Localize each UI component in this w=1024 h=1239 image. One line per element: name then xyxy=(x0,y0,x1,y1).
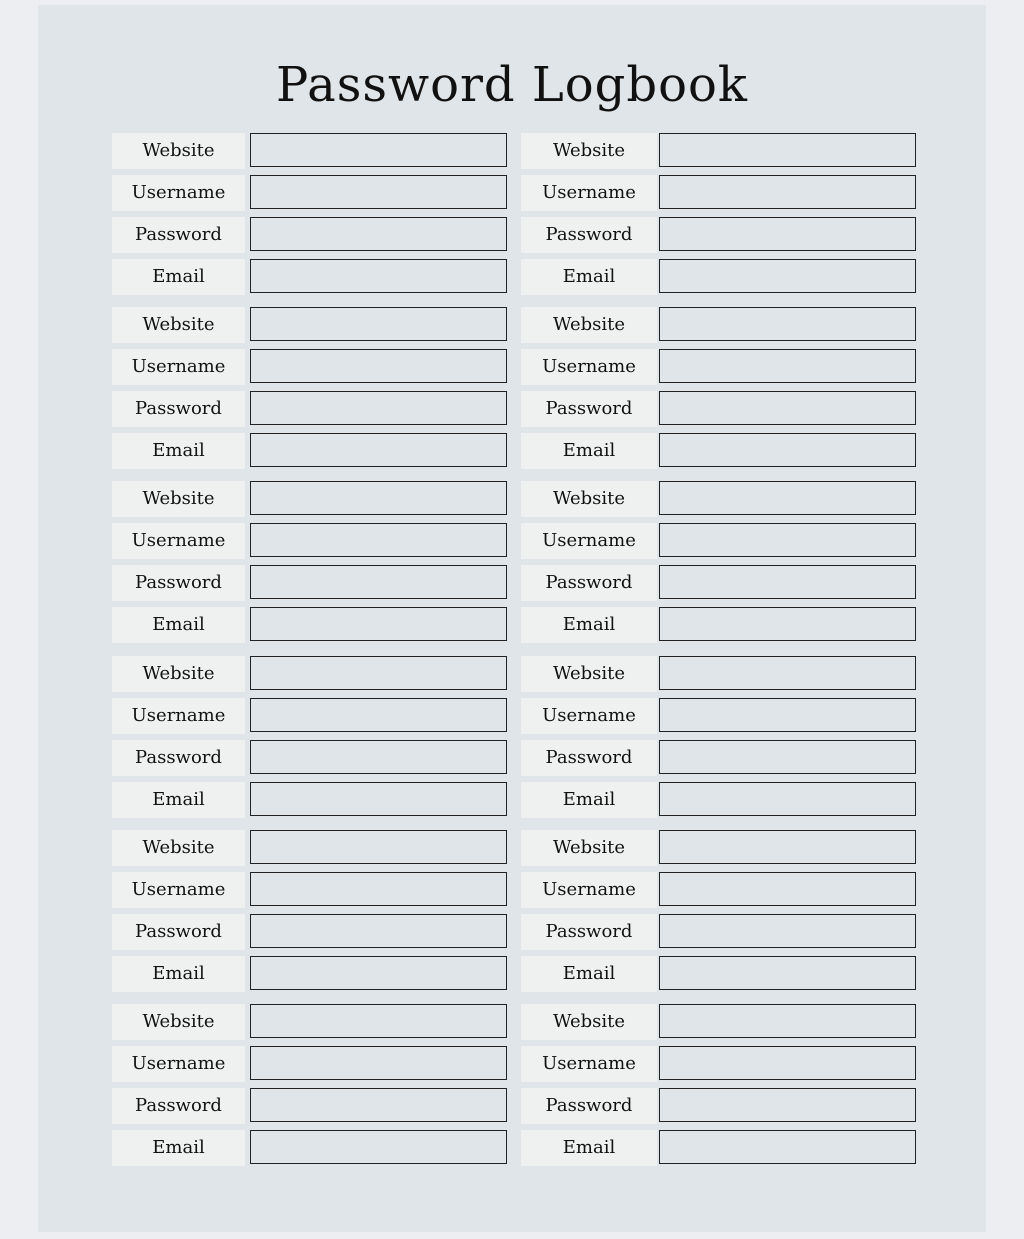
website-field[interactable] xyxy=(659,829,916,864)
password-label: Password xyxy=(521,913,657,950)
email-field[interactable] xyxy=(250,955,507,990)
password-field[interactable] xyxy=(659,913,916,948)
password-field[interactable] xyxy=(659,739,916,774)
website-label: Website xyxy=(521,829,657,866)
email-label: Email xyxy=(521,1130,657,1166)
email-field[interactable] xyxy=(659,955,916,990)
page-title: Password Logbook xyxy=(275,57,749,113)
password-label: Password xyxy=(112,217,245,253)
email-field[interactable] xyxy=(250,1130,507,1164)
username-label: Username xyxy=(112,871,245,908)
email-field[interactable] xyxy=(659,259,916,293)
email-field[interactable] xyxy=(250,433,507,468)
logbook-page: Password Logbook Website Username Password… xyxy=(38,5,986,1232)
username-field[interactable] xyxy=(250,697,507,732)
username-label: Username xyxy=(112,175,245,211)
username-label: Username xyxy=(112,523,245,560)
username-field[interactable] xyxy=(250,175,507,209)
password-label: Password xyxy=(521,739,657,776)
username-label: Username xyxy=(521,697,657,734)
username-label: Username xyxy=(521,1046,657,1082)
username-label: Username xyxy=(112,1046,245,1082)
password-label: Password xyxy=(521,1088,657,1124)
password-field[interactable] xyxy=(250,913,507,948)
username-label: Username xyxy=(521,871,657,908)
password-label: Password xyxy=(112,739,245,776)
email-label: Email xyxy=(112,781,245,818)
website-field[interactable] xyxy=(659,133,916,167)
username-field[interactable] xyxy=(659,871,916,906)
username-field[interactable] xyxy=(250,349,507,384)
username-field[interactable] xyxy=(659,175,916,209)
website-field[interactable] xyxy=(250,1004,507,1038)
email-label: Email xyxy=(112,955,245,992)
email-label: Email xyxy=(521,607,657,644)
website-field[interactable] xyxy=(250,133,507,167)
email-label: Email xyxy=(521,433,657,470)
email-label: Email xyxy=(112,1130,245,1166)
email-field[interactable] xyxy=(659,781,916,816)
email-label: Email xyxy=(521,955,657,992)
website-field[interactable] xyxy=(659,481,916,516)
password-field[interactable] xyxy=(250,217,507,251)
username-field[interactable] xyxy=(250,523,507,558)
email-field[interactable] xyxy=(250,781,507,816)
email-label: Email xyxy=(521,259,657,295)
password-label: Password xyxy=(112,1088,245,1124)
password-label: Password xyxy=(521,391,657,428)
website-label: Website xyxy=(112,829,245,866)
website-label: Website xyxy=(112,655,245,692)
website-label: Website xyxy=(112,133,245,169)
username-field[interactable] xyxy=(659,349,916,384)
username-field[interactable] xyxy=(659,523,916,558)
username-label: Username xyxy=(112,697,245,734)
website-label: Website xyxy=(521,655,657,692)
password-label: Password xyxy=(521,217,657,253)
website-field[interactable] xyxy=(250,655,507,690)
username-field[interactable] xyxy=(659,1046,916,1080)
email-label: Email xyxy=(112,433,245,470)
password-label: Password xyxy=(112,391,245,428)
password-field[interactable] xyxy=(659,1088,916,1122)
website-field[interactable] xyxy=(250,307,507,342)
website-field[interactable] xyxy=(659,307,916,342)
username-label: Username xyxy=(521,349,657,386)
website-label: Website xyxy=(112,1004,245,1040)
username-label: Username xyxy=(521,175,657,211)
website-field[interactable] xyxy=(250,481,507,516)
website-field[interactable] xyxy=(659,1004,916,1038)
website-label: Website xyxy=(521,1004,657,1040)
username-label: Username xyxy=(521,523,657,560)
email-field[interactable] xyxy=(659,433,916,468)
website-field[interactable] xyxy=(659,655,916,690)
website-label: Website xyxy=(521,133,657,169)
email-field[interactable] xyxy=(659,607,916,642)
password-label: Password xyxy=(112,565,245,602)
password-label: Password xyxy=(112,913,245,950)
email-label: Email xyxy=(112,607,245,644)
email-field[interactable] xyxy=(659,1130,916,1164)
email-field[interactable] xyxy=(250,259,507,293)
password-field[interactable] xyxy=(250,565,507,600)
username-label: Username xyxy=(112,349,245,386)
email-field[interactable] xyxy=(250,607,507,642)
website-label: Website xyxy=(521,307,657,344)
username-field[interactable] xyxy=(250,1046,507,1080)
password-field[interactable] xyxy=(250,739,507,774)
website-label: Website xyxy=(521,481,657,518)
email-label: Email xyxy=(521,781,657,818)
website-label: Website xyxy=(112,481,245,518)
password-field[interactable] xyxy=(250,391,507,426)
password-field[interactable] xyxy=(659,217,916,251)
website-label: Website xyxy=(112,307,245,344)
password-field[interactable] xyxy=(659,565,916,600)
website-field[interactable] xyxy=(250,829,507,864)
username-field[interactable] xyxy=(250,871,507,906)
password-field[interactable] xyxy=(250,1088,507,1122)
password-field[interactable] xyxy=(659,391,916,426)
email-label: Email xyxy=(112,259,245,295)
username-field[interactable] xyxy=(659,697,916,732)
password-label: Password xyxy=(521,565,657,602)
